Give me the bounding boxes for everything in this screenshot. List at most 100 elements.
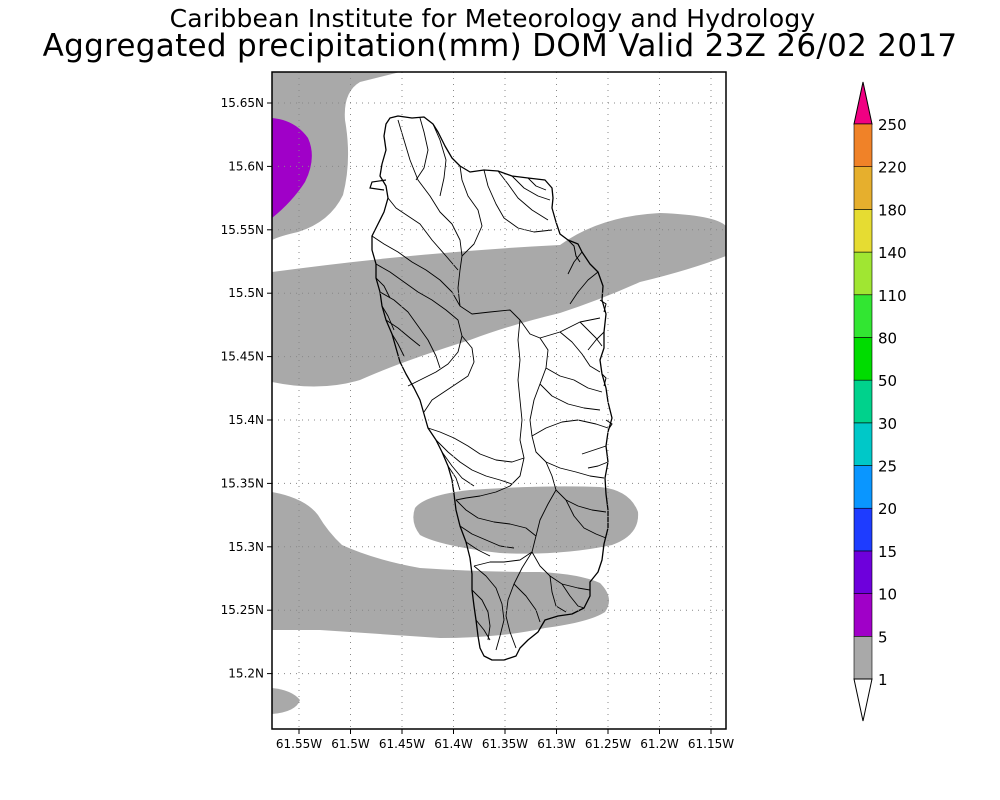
colorbar-box — [853, 379, 873, 424]
river-line — [545, 367, 603, 393]
river-line — [529, 337, 609, 437]
rain-area-south-ellipse — [413, 486, 639, 554]
river-line — [397, 119, 601, 339]
rain-area-northwest — [272, 72, 400, 240]
colorbar-box — [853, 251, 873, 296]
river-line — [567, 251, 583, 275]
river-line — [587, 331, 605, 351]
river-line — [527, 177, 547, 191]
river-line — [435, 439, 513, 485]
colorbar-label: 80 — [878, 329, 897, 347]
precip-fields — [272, 72, 726, 714]
river-line — [505, 551, 533, 649]
river-line — [387, 197, 459, 271]
river-line — [473, 565, 505, 651]
colorbar-label: 50 — [878, 372, 897, 390]
river-line — [459, 165, 483, 257]
lon-tick-label: 61.45W — [379, 737, 425, 751]
river-line — [432, 123, 447, 197]
river-network — [371, 117, 609, 651]
lon-tick-label: 61.15W — [688, 737, 734, 751]
river-line — [531, 435, 605, 479]
river-line — [455, 319, 525, 501]
colorbar-box — [853, 507, 873, 552]
colorbar-label: 25 — [878, 458, 897, 476]
river-line — [581, 445, 607, 455]
lat-tick-label: 15.65N — [221, 96, 264, 110]
lat-tick-label: 15.3N — [228, 540, 264, 554]
plot-frame — [271, 71, 727, 730]
colorbar-label: 1 — [878, 671, 888, 689]
river-line — [375, 263, 463, 387]
river-line — [427, 427, 525, 463]
colorbar-label: 10 — [878, 586, 897, 604]
colorbar-box — [853, 422, 873, 466]
river-line — [511, 175, 551, 201]
river-line — [475, 619, 491, 641]
river-line — [587, 461, 609, 469]
colorbar-label: 110 — [878, 287, 907, 305]
river-line — [441, 451, 475, 487]
grid-lines — [272, 72, 726, 729]
colorbar-bottom-arrow — [853, 678, 873, 722]
lat-tick-label: 15.35N — [221, 476, 264, 490]
river-line — [569, 271, 599, 305]
institute-title: Caribbean Institute for Meteorology and … — [169, 4, 816, 33]
colorbar-label: 20 — [878, 500, 897, 518]
lon-tick-label: 61.35W — [482, 737, 528, 751]
river-line — [549, 575, 567, 613]
colorbar-label: 30 — [878, 415, 897, 433]
river-line — [375, 277, 391, 299]
colorbar-box — [853, 593, 873, 637]
river-line — [381, 305, 395, 331]
river-line — [559, 331, 601, 373]
river-line — [455, 499, 537, 537]
colorbar-label: 15 — [878, 543, 897, 561]
lon-tick-label: 61.55W — [276, 737, 322, 751]
colorbar-box — [853, 123, 873, 167]
river-line — [447, 465, 461, 491]
colorbar-box — [853, 550, 873, 594]
river-line — [391, 333, 405, 357]
latitude-axis: 15.65N 15.6N 15.55N 15.5N 15.45N 15.4N 15.35N 1… — [221, 96, 272, 681]
river-line — [379, 291, 441, 369]
colorbar-top-arrow — [853, 81, 873, 125]
lat-tick-label: 15.2N — [228, 667, 264, 681]
river-line — [465, 541, 491, 557]
lon-tick-label: 61.4W — [434, 737, 473, 751]
river-line — [561, 583, 585, 609]
colorbar-box — [853, 337, 873, 381]
river-line — [385, 319, 421, 347]
east-coast-details — [567, 239, 613, 431]
lon-tick-label: 61.3W — [537, 737, 576, 751]
lat-tick-label: 15.4N — [228, 413, 264, 427]
river-line — [371, 235, 461, 307]
colorbar-box — [853, 166, 873, 210]
lon-tick-label: 61.25W — [585, 737, 631, 751]
colorbar-box — [853, 465, 873, 509]
river-line — [471, 589, 491, 641]
colorbar-label: 250 — [878, 116, 907, 134]
lon-tick-label: 61.2W — [640, 737, 679, 751]
colorbar-label: 180 — [878, 201, 907, 219]
longitude-axis: 61.55W 61.5W 61.45W 61.4W 61.35W 61.3W 61.25W 6… — [276, 729, 734, 751]
lat-tick-label: 15.5N — [228, 286, 264, 300]
rain-area-central-band — [272, 213, 726, 387]
lat-tick-label: 15.55N — [221, 223, 264, 237]
island-outline — [369, 115, 613, 661]
river-line — [497, 170, 549, 221]
river-line — [539, 383, 601, 411]
lat-tick-label: 15.45N — [221, 350, 264, 364]
river-line — [423, 335, 475, 413]
river-line — [531, 551, 591, 591]
lat-tick-label: 15.25N — [221, 603, 264, 617]
colorbar-label: 220 — [878, 159, 907, 177]
rain-area-heavy-northwest — [272, 118, 312, 218]
river-line — [415, 117, 429, 181]
map-title: Aggregated precipitation(mm) DOM Valid 2… — [42, 28, 958, 64]
lon-tick-label: 61.5W — [331, 737, 370, 751]
rain-area-southern-band — [272, 492, 609, 638]
colorbar-label: 140 — [878, 244, 907, 262]
